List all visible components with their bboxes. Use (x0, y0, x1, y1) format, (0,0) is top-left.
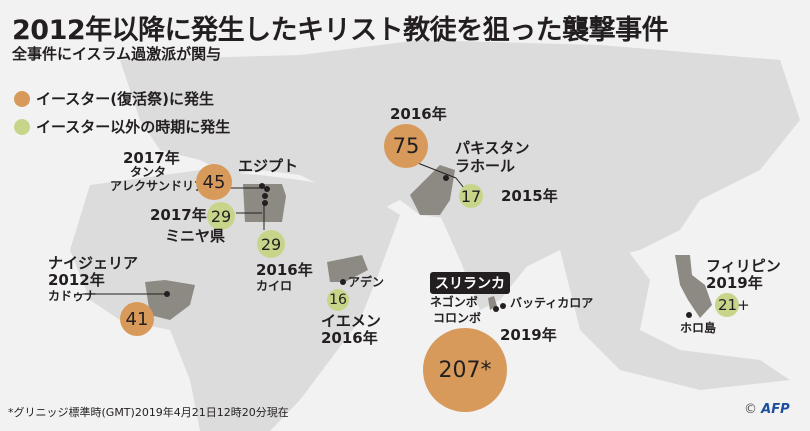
aden-pin (340, 279, 346, 285)
egypt-cairo-circle: 29 (257, 230, 285, 258)
egypt-name: エジプト (238, 157, 299, 175)
egypt-year-2016: 2016年 (256, 261, 313, 279)
aden-label: アデン (348, 275, 385, 289)
page-title: 2012年以降に発生したキリスト教徒を狙った襲撃事件 (12, 15, 669, 46)
tanta-label: タンタ (130, 165, 167, 179)
pakistan-name: パキスタン (455, 139, 530, 157)
philippines-name: フィリピン (706, 257, 781, 275)
egypt-pin (262, 200, 268, 206)
lahore-pin (443, 175, 449, 181)
legend-label: イースター以外の時期に発生 (36, 118, 231, 136)
legend-item-non-easter: イースター以外の時期に発生 (14, 116, 230, 137)
pakistan-2016-circle: 75 (384, 124, 428, 168)
legend-item-easter: イースター(復活祭)に発生 (14, 88, 214, 109)
yemen-circle: 16 (327, 289, 349, 311)
legend-label: イースター(復活祭)に発生 (36, 90, 214, 108)
philippines-count: 21+ (718, 296, 750, 314)
batticaloa-label: バッティカロア (510, 296, 594, 310)
srilanka-year: 2019年 (500, 326, 557, 344)
egypt-minya-circle: 29 (207, 202, 235, 230)
pakistan-year-2016: 2016年 (390, 105, 447, 123)
orange-dot-icon (14, 90, 30, 107)
egypt-year-2017a: 2017年 (123, 149, 180, 167)
batticaloa-pin (500, 303, 506, 309)
egypt-pin (262, 193, 268, 199)
kaduna-pin (164, 291, 170, 297)
colombo-label: コロンボ (433, 311, 482, 325)
negombo-label: ネゴンボ (430, 295, 478, 309)
srilanka-circle: 207* (423, 328, 507, 412)
jolo-pin (686, 312, 692, 318)
nigeria-circle: 41 (120, 302, 154, 336)
copyright-icon: © (744, 402, 757, 417)
credit: © AFP (744, 402, 790, 417)
philippines-circle: 21+ (715, 293, 750, 317)
egypt-pin (259, 183, 265, 189)
afp-logo: AFP (761, 402, 790, 417)
nigeria-name: ナイジェリア (48, 254, 139, 272)
yemen-name: イエメン (321, 312, 381, 330)
srilanka-label: スリランカ (430, 272, 510, 294)
pakistan-2015-circle: 17 (459, 184, 483, 208)
footnote: *グリニッジ標準時(GMT)2019年4月21日12時20分現在 (8, 406, 289, 419)
philippines-year: 2019年 (706, 274, 763, 292)
nigeria-year: 2012年 (48, 271, 105, 289)
pakistan-year-2015: 2015年 (501, 187, 558, 205)
egypt-year-2017b: 2017年 (150, 206, 207, 224)
cairo-label: カイロ (256, 279, 293, 293)
minya-label: ミニヤ県 (165, 227, 226, 245)
yemen-year: 2016年 (321, 329, 378, 347)
srilanka-pin (493, 306, 499, 312)
alexandria-label: アレクサンドリア (110, 179, 207, 193)
egypt-pin (264, 186, 270, 192)
green-dot-icon (14, 118, 30, 135)
jolo-label: ホロ島 (680, 321, 717, 335)
lahore-label: ラホール (455, 157, 516, 175)
page-subtitle: 全事件にイスラム過激派が関与 (12, 45, 222, 63)
egypt-2017-easter-circle: 45 (196, 164, 232, 200)
kaduna-label: カドゥナ (48, 289, 97, 303)
